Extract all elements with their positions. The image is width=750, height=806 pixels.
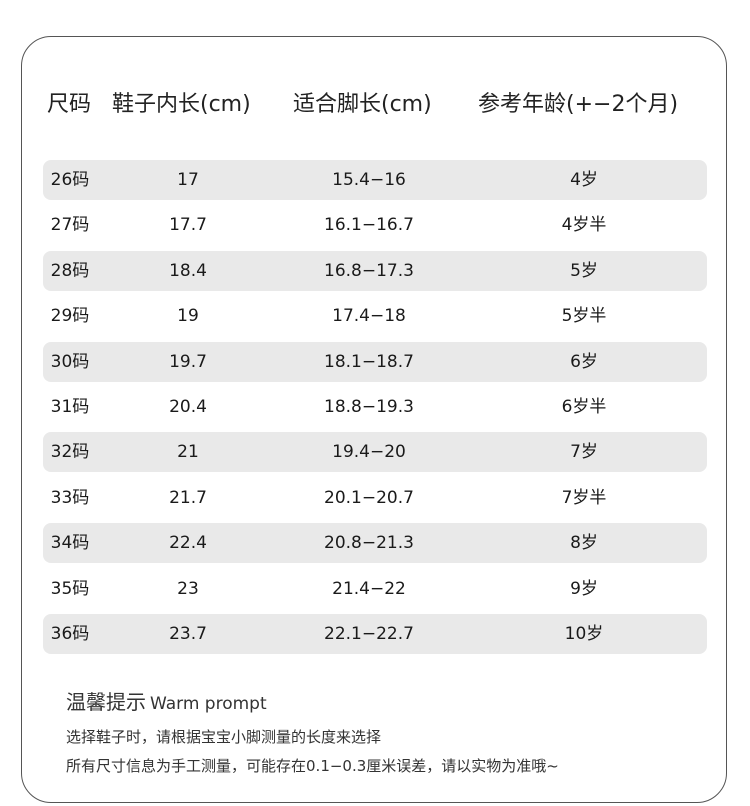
- cell-inner-length: 23.7: [169, 623, 207, 644]
- cell-size: 34码: [50, 533, 90, 554]
- table-row: 30码 19.7 18.1−18.7 6岁: [43, 341, 707, 382]
- cell-size: 30码: [50, 351, 90, 372]
- cell-size: 32码: [50, 442, 90, 463]
- cell-foot-length: 18.1−18.7: [324, 351, 414, 372]
- table-row: 33码 21.7 20.1−20.7 7岁半: [43, 478, 707, 518]
- cell-size: 27码: [50, 215, 90, 236]
- cell-age: 7岁: [570, 442, 598, 463]
- table-row: 29码 19 17.4−18 5岁半: [43, 296, 707, 336]
- cell-foot-length: 21.4−22: [332, 578, 406, 599]
- tip-line-1: 选择鞋子时，请根据宝宝小脚测量的长度来选择: [66, 728, 382, 746]
- cell-age: 4岁半: [561, 215, 607, 236]
- tips-title-cn: 温馨提示: [66, 690, 146, 714]
- table-row: 26码 17 15.4−16 4岁: [43, 160, 707, 200]
- cell-foot-length: 19.4−20: [332, 442, 406, 463]
- header-age: 参考年龄(+−2个月): [478, 92, 679, 117]
- cell-age: 8岁: [570, 533, 598, 554]
- cell-inner-length: 17: [177, 170, 199, 190]
- table-row: 27码 17.7 16.1−16.7 4岁半: [43, 205, 707, 245]
- cell-age: 7岁半: [561, 487, 607, 508]
- cell-size: 36码: [50, 623, 90, 644]
- cell-size: 29码: [50, 306, 90, 327]
- tips-title: 温馨提示 Warm prompt: [66, 686, 267, 715]
- cell-inner-length: 19.7: [169, 351, 207, 372]
- table-row: 36码 23.7 22.1−22.7 10岁: [43, 613, 707, 654]
- cell-age: 5岁: [570, 260, 598, 281]
- cell-age: 6岁半: [561, 396, 607, 417]
- header-size: 尺码: [47, 92, 92, 117]
- cell-foot-length: 20.8−21.3: [324, 533, 414, 554]
- cell-age: 10岁: [564, 623, 604, 644]
- table-row: 35码 23 21.4−22 9岁: [43, 569, 707, 609]
- table-row: 31码 20.4 18.8−19.3 6岁半: [43, 387, 707, 427]
- cell-inner-length: 17.7: [169, 215, 207, 236]
- cell-foot-length: 20.1−20.7: [324, 487, 414, 508]
- cell-age: 9岁: [570, 578, 598, 599]
- tips-title-en: Warm prompt: [150, 694, 267, 714]
- cell-foot-length: 15.4−16: [332, 170, 406, 190]
- table-row: 32码 21 19.4−20 7岁: [43, 432, 707, 473]
- table-row: 28码 18.4 16.8−17.3 5岁: [43, 250, 707, 291]
- cell-inner-length: 18.4: [169, 260, 207, 281]
- cell-age: 6岁: [570, 351, 598, 372]
- cell-foot-length: 16.1−16.7: [324, 215, 414, 236]
- cell-size: 35码: [50, 578, 90, 599]
- cell-foot-length: 22.1−22.7: [324, 623, 414, 644]
- cell-foot-length: 17.4−18: [332, 306, 406, 327]
- size-chart-card: [21, 36, 727, 803]
- cell-size: 31码: [50, 396, 90, 417]
- tip-line-2: 所有尺寸信息为手工测量，可能存在0.1−0.3厘米误差，请以实物为准哦~: [66, 757, 559, 775]
- header-inner-length: 鞋子内长(cm): [112, 92, 251, 117]
- cell-inner-length: 23: [177, 578, 199, 599]
- cell-inner-length: 22.4: [169, 533, 207, 554]
- cell-foot-length: 18.8−19.3: [324, 396, 414, 417]
- size-table: 26码 17 15.4−16 4岁 27码 17.7 16.1−16.7 4岁半 28码 18.4…: [43, 160, 707, 659]
- cell-age: 5岁半: [561, 306, 607, 327]
- table-row: 34码 22.4 20.8−21.3 8岁: [43, 523, 707, 564]
- cell-size: 26码: [50, 170, 90, 190]
- cell-foot-length: 16.8−17.3: [324, 260, 414, 281]
- cell-size: 33码: [50, 487, 90, 508]
- cell-inner-length: 21.7: [169, 487, 207, 508]
- cell-inner-length: 20.4: [169, 396, 207, 417]
- cell-inner-length: 19: [177, 306, 199, 327]
- cell-age: 4岁: [570, 170, 598, 190]
- cell-size: 28码: [50, 260, 90, 281]
- cell-inner-length: 21: [177, 442, 199, 463]
- header-foot-length: 适合脚长(cm): [293, 92, 432, 117]
